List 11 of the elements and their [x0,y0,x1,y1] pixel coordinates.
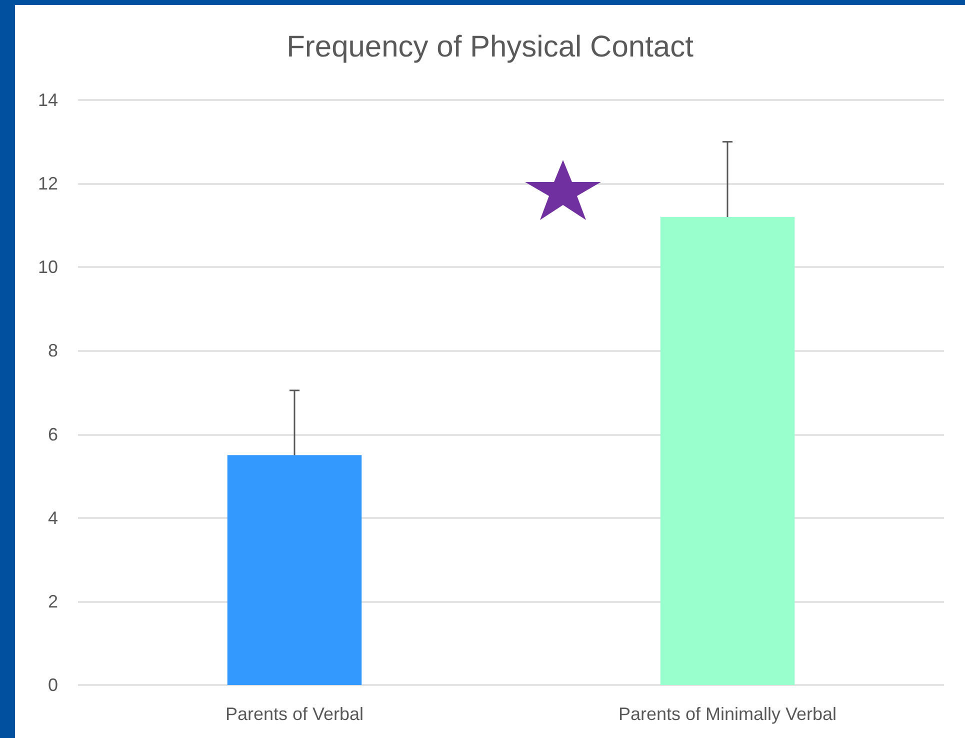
x-tick-label: Parents of Minimally Verbal [618,704,837,724]
x-tick-label: Parents of Verbal [225,704,364,724]
y-tick-label: 8 [48,340,58,361]
y-tick-label: 2 [48,591,58,612]
y-tick-label: 6 [48,424,58,444]
y-tick-label: 14 [38,90,58,110]
y-tick-label: 12 [38,174,58,194]
y-tick-label: 0 [48,675,58,695]
y-tick-label: 10 [38,257,58,278]
y-tick-label: 4 [48,508,58,528]
chart-title: Frequency of Physical Contact [286,30,694,64]
